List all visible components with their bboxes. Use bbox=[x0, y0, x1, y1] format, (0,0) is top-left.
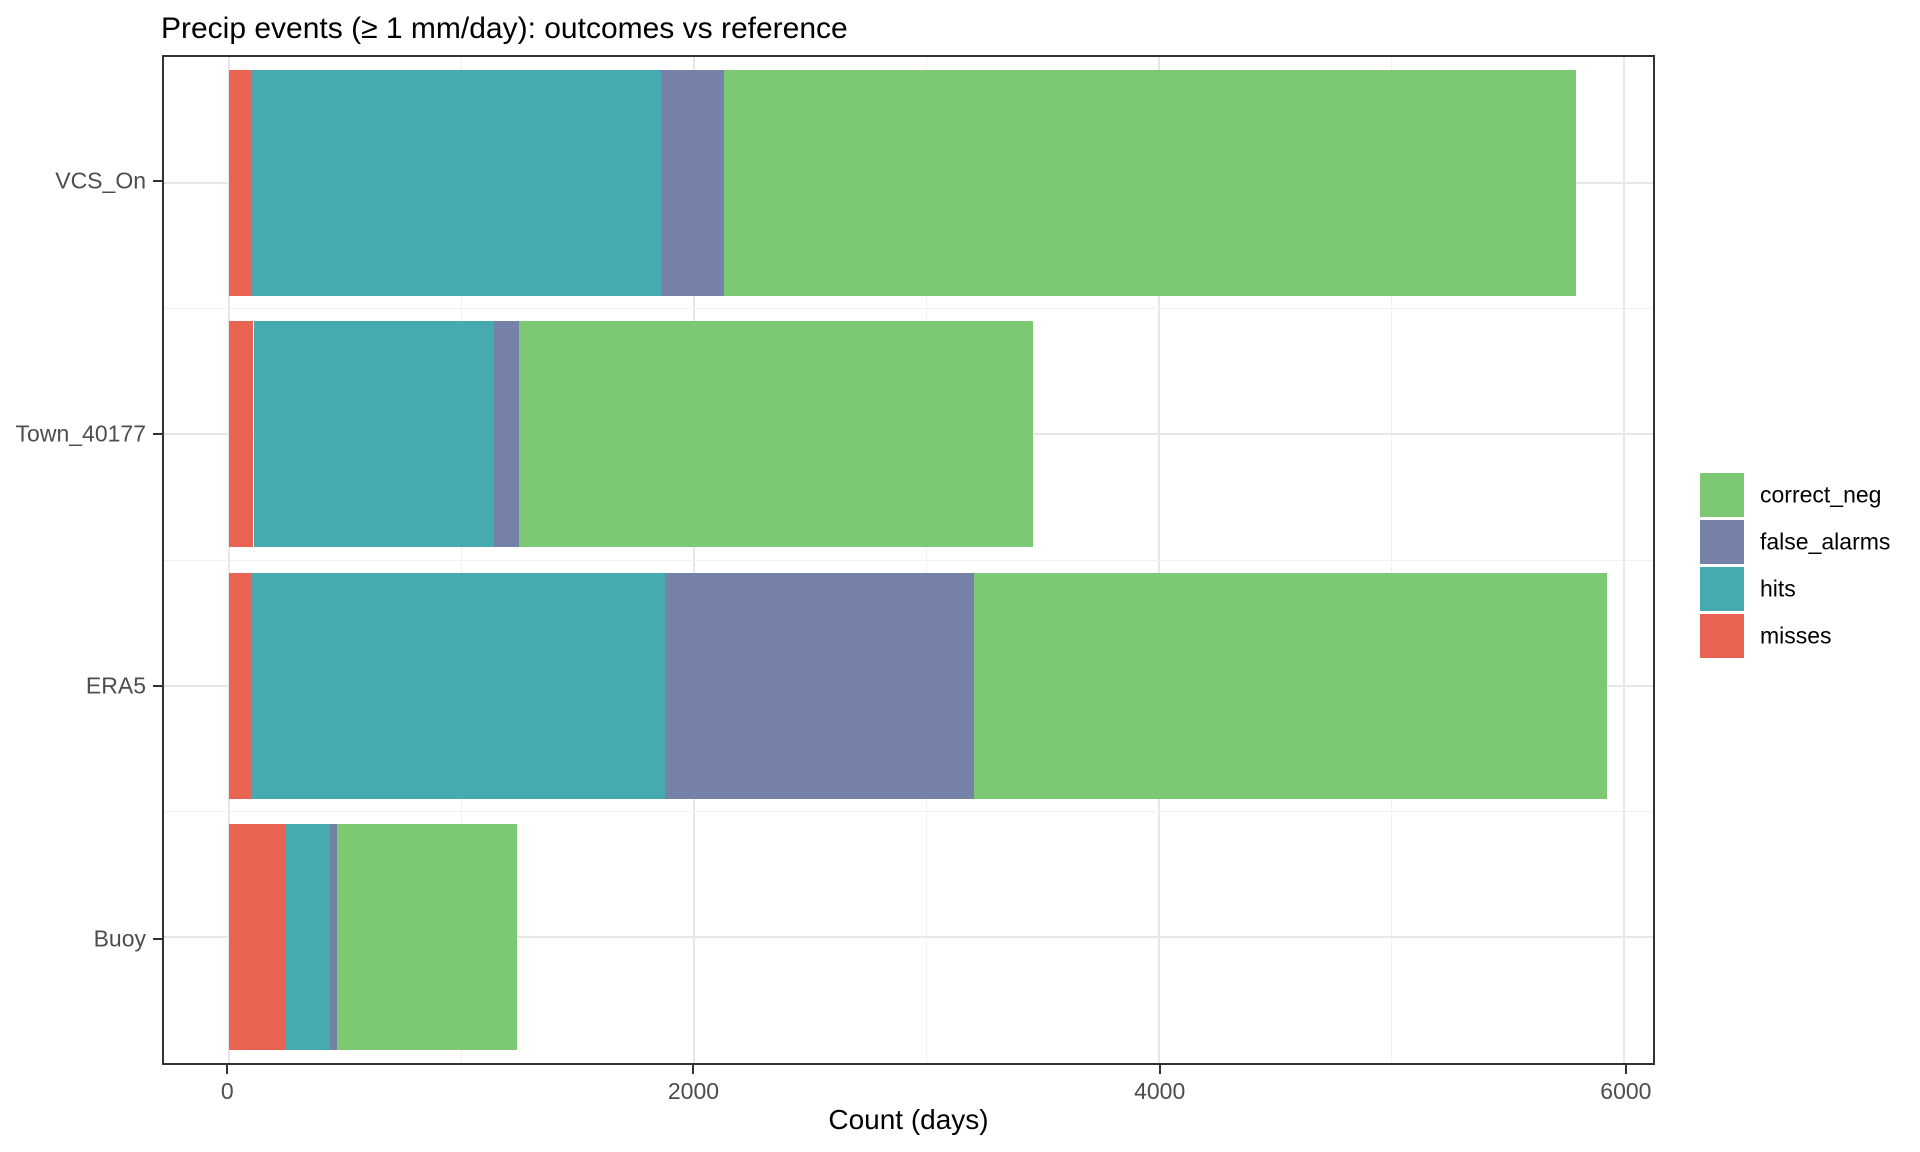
x-tick-label: 0 bbox=[220, 1078, 234, 1104]
bar-segment-correct_neg bbox=[518, 321, 1034, 548]
bar-segment-false_alarms bbox=[661, 69, 725, 296]
bar-segment-false_alarms bbox=[494, 321, 519, 548]
legend-swatch-misses bbox=[1700, 614, 1744, 658]
x-tick-mark bbox=[1158, 1065, 1161, 1074]
bar-segment-hits bbox=[251, 572, 665, 799]
bar-segment-misses bbox=[229, 321, 254, 548]
legend-swatch-hits bbox=[1700, 567, 1744, 611]
gridline-horizontal-minor bbox=[164, 559, 1653, 561]
bar-row-vcs_on bbox=[164, 69, 1653, 296]
legend-swatch-false_alarms bbox=[1700, 520, 1744, 564]
bar-row-buoy bbox=[164, 824, 1653, 1051]
bar-segment-misses bbox=[229, 572, 252, 799]
legend-label-misses: misses bbox=[1760, 622, 1832, 649]
gridline-horizontal-minor bbox=[164, 308, 1653, 309]
bar-segment-false_alarms bbox=[664, 572, 975, 799]
bar-segment-correct_neg bbox=[974, 572, 1607, 799]
y-tick-mark bbox=[153, 685, 162, 688]
bar-segment-correct_neg bbox=[724, 69, 1577, 296]
y-axis-tick-labels: VCS_On Town_40177 ERA5 Buoy bbox=[0, 55, 146, 1065]
y-axis-label-vcs_on: VCS_On bbox=[55, 167, 146, 194]
legend-label-false_alarms: false_alarms bbox=[1760, 528, 1891, 555]
x-axis-tick-marks bbox=[162, 1065, 1655, 1075]
legend-label-correct_neg: correct_neg bbox=[1760, 481, 1882, 508]
bar-segment-correct_neg bbox=[337, 824, 518, 1051]
bar-segment-hits bbox=[251, 69, 662, 296]
y-axis-label-buoy: Buoy bbox=[93, 925, 146, 952]
gridline-horizontal-minor bbox=[164, 811, 1653, 812]
y-axis-label-town_40177: Town_40177 bbox=[15, 420, 146, 447]
bar-row-town_40177 bbox=[164, 321, 1653, 548]
plot-panel bbox=[162, 55, 1655, 1065]
y-tick-mark bbox=[153, 180, 162, 183]
legend-swatch-correct_neg bbox=[1700, 473, 1744, 517]
x-tick-mark bbox=[692, 1065, 695, 1074]
y-axis-label-era5: ERA5 bbox=[85, 672, 146, 699]
x-axis-tick-labels: 0 2000 4000 6000 bbox=[162, 1078, 1655, 1108]
bar-segment-misses bbox=[229, 824, 285, 1051]
x-tick-mark bbox=[1624, 1065, 1627, 1074]
bar-row-era5 bbox=[164, 572, 1653, 799]
bar-segment-hits bbox=[284, 824, 331, 1051]
legend-label-hits: hits bbox=[1760, 575, 1796, 602]
x-tick-label: 2000 bbox=[667, 1078, 720, 1104]
y-tick-mark bbox=[153, 432, 162, 435]
x-tick-label: 6000 bbox=[1600, 1078, 1652, 1104]
bar-segment-hits bbox=[253, 321, 495, 548]
x-tick-label: 4000 bbox=[1134, 1078, 1186, 1104]
bar-segment-misses bbox=[229, 69, 252, 296]
x-tick-mark bbox=[226, 1065, 229, 1074]
chart-title: Precip events (≥ 1 mm/day): outcomes vs … bbox=[161, 12, 848, 45]
x-axis-title: Count (days) bbox=[828, 1104, 989, 1135]
y-tick-mark bbox=[153, 937, 162, 940]
bar-segment-false_alarms bbox=[330, 824, 338, 1051]
y-axis-tick-marks bbox=[153, 55, 162, 1065]
